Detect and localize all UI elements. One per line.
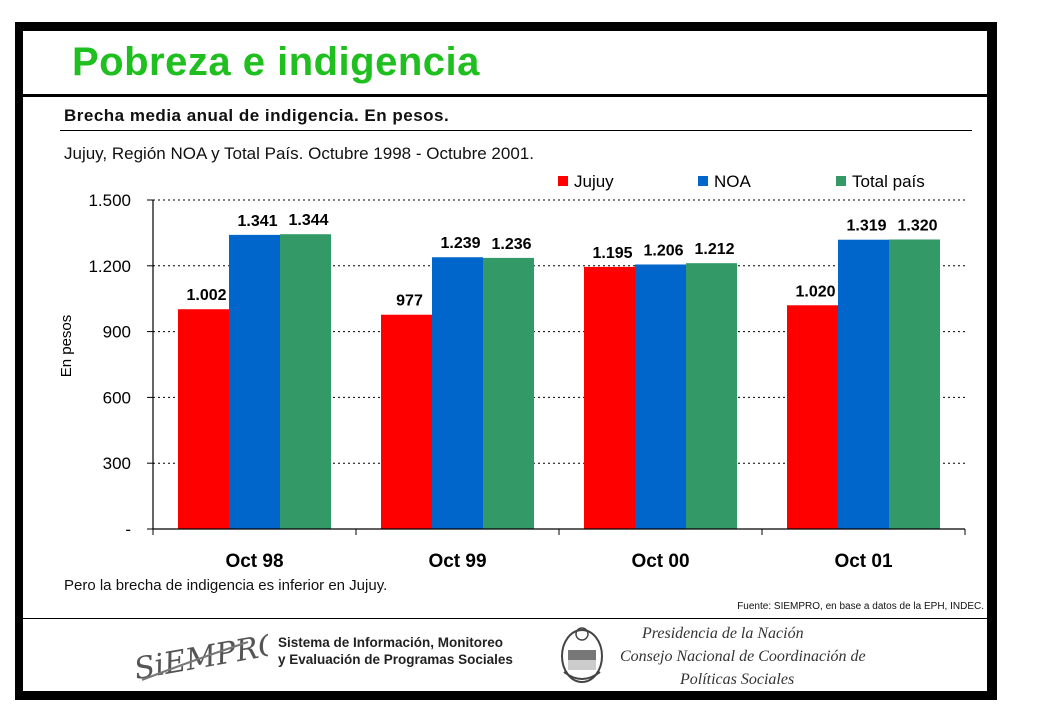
siempro-logo: SiEMPRO — [132, 627, 268, 688]
x-tick-label: Oct 00 — [631, 551, 689, 572]
legend-label: Total país — [852, 172, 925, 191]
data-label: 1.320 — [897, 217, 937, 234]
data-label: 1.195 — [592, 245, 632, 262]
bar — [432, 257, 483, 529]
presidencia-line2: Consejo Nacional de Coordinación de — [620, 648, 866, 665]
data-labels: 1.002 1.341 1.344 977 1.239 1.236 1.195 1.206 1.… — [186, 212, 937, 309]
bar — [889, 239, 940, 530]
presidencia-line3: Políticas Sociales — [680, 671, 795, 688]
chart-scope: Jujuy, Región NOA y Total País. Octubre … — [64, 144, 534, 163]
presidencia-line1: Presidencia de la Nación — [642, 625, 804, 642]
x-tick-label: Oct 98 — [225, 551, 283, 572]
bar — [686, 263, 737, 529]
bar — [838, 239, 889, 529]
source-note: Fuente: SIEMPRO, en base a datos de la E… — [737, 601, 984, 612]
data-label: 1.206 — [643, 242, 683, 259]
axes: - 300 600 900 1.200 1.500 Oct 98 Oct 99 Oct 00 Oc… — [88, 191, 966, 572]
x-tick-label: Oct 01 — [834, 551, 893, 572]
siempro-caption-line1: Sistema de Información, Monitoreo — [278, 635, 504, 650]
siempro-logo-text: SiEMPRO — [132, 627, 268, 688]
footer-divider — [23, 618, 987, 619]
y-tick-label: 300 — [103, 454, 131, 473]
y-tick-label: 1.200 — [88, 257, 131, 276]
siempro-caption-line2: y Evaluación de Programas Sociales — [278, 652, 513, 667]
siempro-caption: Sistema de Información, Monitoreo y Eval… — [278, 634, 513, 668]
data-label: 1.236 — [491, 236, 531, 253]
bars — [178, 234, 940, 530]
y-tick-label: 600 — [103, 388, 131, 407]
data-label: 1.020 — [795, 283, 835, 300]
bar — [229, 234, 280, 529]
y-tick-label: 1.500 — [88, 191, 131, 210]
page-title: Pobreza e indigencia — [72, 40, 480, 84]
legend-label: NOA — [714, 172, 752, 191]
bar — [178, 309, 229, 529]
x-tick-label: Oct 99 — [428, 551, 486, 572]
data-label: 1.344 — [288, 212, 328, 229]
bar — [584, 266, 635, 529]
bar — [381, 314, 432, 529]
data-label: 1.319 — [846, 218, 886, 235]
bar — [483, 257, 534, 529]
legend-swatch — [558, 176, 568, 186]
data-label: 1.212 — [694, 241, 734, 258]
legend-label: Jujuy — [574, 172, 614, 191]
national-seal-icon — [561, 627, 603, 683]
data-label: 1.002 — [186, 287, 226, 304]
bar — [280, 234, 331, 529]
legend-swatch — [836, 176, 846, 186]
data-label: 1.341 — [237, 213, 277, 230]
y-tick-label: - — [125, 520, 131, 539]
chart-subtitle: Brecha media anual de indigencia. En pes… — [64, 106, 450, 125]
y-axis-label: En pesos — [58, 315, 75, 378]
presidencia-caption: Presidencia de la Nación Consejo Naciona… — [620, 622, 866, 691]
bar — [635, 264, 686, 529]
bar — [787, 305, 838, 529]
legend: Jujuy NOA Total país — [558, 172, 925, 191]
legend-swatch — [698, 176, 708, 186]
chart-note: Pero la brecha de indigencia es inferior… — [64, 577, 388, 594]
y-tick-label: 900 — [103, 323, 131, 342]
subtitle-divider — [60, 130, 972, 131]
data-label: 1.239 — [440, 235, 480, 252]
data-label: 977 — [396, 293, 423, 310]
title-divider — [23, 94, 987, 97]
